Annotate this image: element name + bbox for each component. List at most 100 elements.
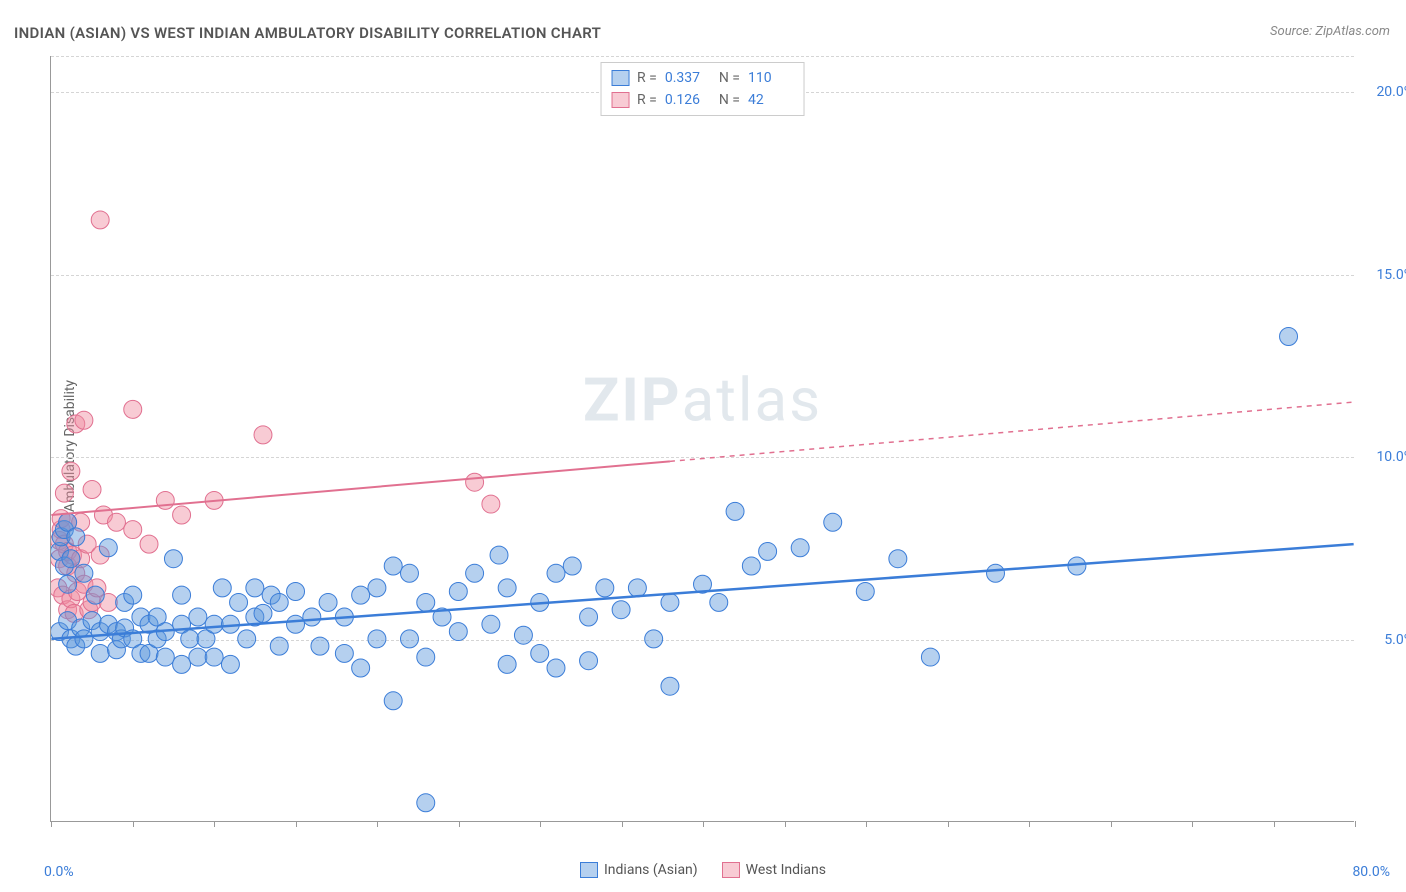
data-point [449, 583, 467, 601]
x-tick [214, 821, 215, 827]
data-point [384, 557, 402, 575]
data-point [580, 652, 598, 670]
data-point [498, 579, 516, 597]
data-point [547, 659, 565, 677]
x-axis-min-label: 0.0% [44, 864, 74, 880]
data-point [254, 426, 272, 444]
data-point [791, 539, 809, 557]
x-axis-max-label: 80.0% [1352, 864, 1390, 880]
scatter-points-layer [51, 56, 1354, 821]
data-point [612, 601, 630, 619]
x-tick [785, 821, 786, 827]
data-point [156, 623, 174, 641]
data-point [91, 644, 109, 662]
data-point [563, 557, 581, 575]
x-tick [459, 821, 460, 827]
n-label: N = [719, 92, 740, 108]
data-point [466, 564, 484, 582]
y-tick-label: 20.0% [1360, 84, 1406, 100]
x-tick [540, 821, 541, 827]
data-point [189, 648, 207, 666]
legend-item: Indians (Asian) [580, 862, 698, 878]
data-point [205, 615, 223, 633]
data-point [164, 550, 182, 568]
swatch-blue-icon [580, 862, 598, 878]
data-point [91, 211, 109, 229]
data-point [400, 564, 418, 582]
data-point [987, 564, 1005, 582]
data-point [335, 608, 353, 626]
data-point [254, 604, 272, 622]
data-point [417, 648, 435, 666]
data-point [433, 608, 451, 626]
data-point [596, 579, 614, 597]
data-point [694, 575, 712, 593]
data-point [352, 586, 370, 604]
data-point [1068, 557, 1086, 575]
data-point [213, 579, 231, 597]
data-point [270, 637, 288, 655]
data-point [124, 521, 142, 539]
data-point [238, 630, 256, 648]
data-point [311, 637, 329, 655]
data-point [759, 542, 777, 560]
data-point [417, 794, 435, 812]
source-attribution: Source: ZipAtlas.com [1270, 24, 1390, 39]
legend-series: Indians (Asian) West Indians [580, 862, 826, 878]
data-point [352, 659, 370, 677]
n-label: N = [719, 70, 740, 86]
data-point [189, 608, 207, 626]
data-point [661, 593, 679, 611]
data-point [384, 692, 402, 710]
data-point [86, 586, 104, 604]
data-point [400, 630, 418, 648]
data-point [99, 539, 117, 557]
x-tick [296, 821, 297, 827]
x-tick [1355, 821, 1356, 827]
x-tick [1274, 821, 1275, 827]
x-tick [377, 821, 378, 827]
x-tick [1192, 821, 1193, 827]
data-point [547, 564, 565, 582]
data-point [1280, 328, 1298, 346]
legend-item: West Indians [722, 862, 826, 878]
x-tick [51, 821, 52, 827]
n-value: 110 [748, 70, 794, 86]
data-point [124, 586, 142, 604]
data-point [661, 677, 679, 695]
data-point [580, 608, 598, 626]
data-point [62, 550, 80, 568]
r-value: 0.337 [665, 70, 711, 86]
data-point [482, 495, 500, 513]
data-point [205, 491, 223, 509]
data-point [742, 557, 760, 575]
data-point [645, 630, 663, 648]
data-point [824, 513, 842, 531]
data-point [368, 579, 386, 597]
data-point [55, 484, 73, 502]
data-point [156, 648, 174, 666]
data-point [628, 579, 646, 597]
data-point [75, 564, 93, 582]
data-point [156, 491, 174, 509]
x-tick [622, 821, 623, 827]
swatch-blue-icon [611, 70, 629, 86]
data-point [173, 506, 191, 524]
data-point [75, 630, 93, 648]
x-tick [948, 821, 949, 827]
data-point [205, 648, 223, 666]
data-point [498, 655, 516, 673]
data-point [59, 575, 77, 593]
data-point [335, 644, 353, 662]
data-point [107, 513, 125, 531]
legend-label: West Indians [746, 862, 826, 878]
data-point [449, 623, 467, 641]
legend-stats-row: R = 0.126 N = 42 [611, 89, 794, 111]
data-point [75, 411, 93, 429]
data-point [514, 626, 532, 644]
data-point [303, 608, 321, 626]
data-point [287, 615, 305, 633]
x-tick [1029, 821, 1030, 827]
data-point [856, 583, 874, 601]
data-point [67, 528, 85, 546]
